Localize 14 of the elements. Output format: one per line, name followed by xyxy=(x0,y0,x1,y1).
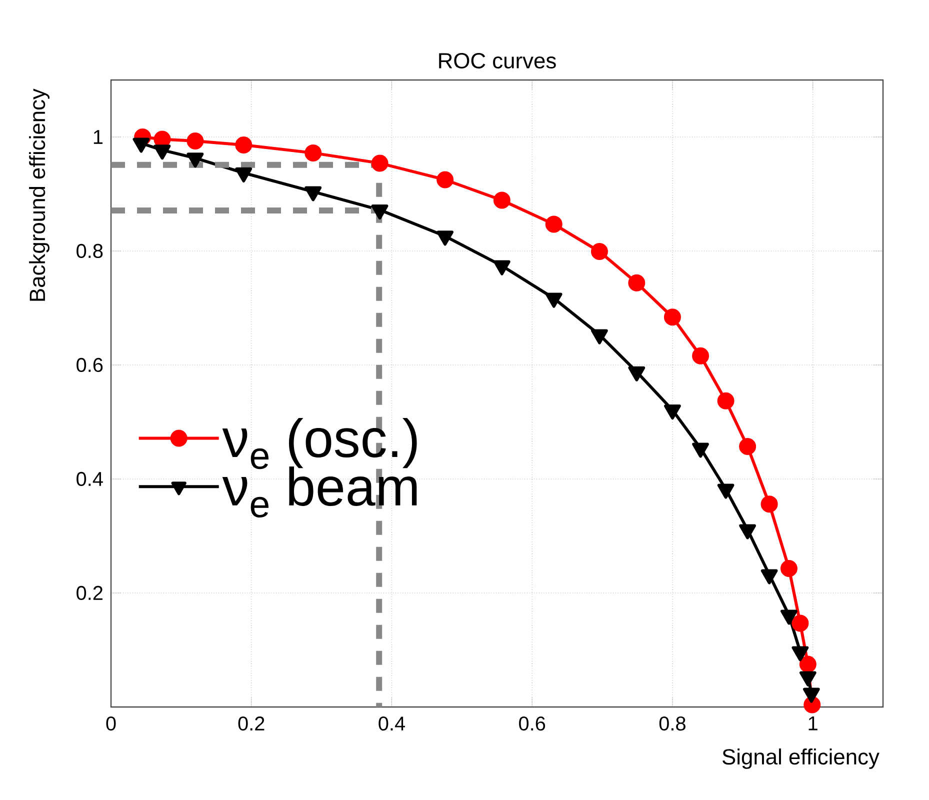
x-tick-label: 0.4 xyxy=(378,716,406,731)
y-axis-title: Background efficiency xyxy=(29,88,50,301)
x-tick-label: 1 xyxy=(808,716,818,730)
x-tick-label: 0.8 xyxy=(659,716,686,731)
y-tick-label: 0.2 xyxy=(76,586,102,600)
x-tick-label: 0.6 xyxy=(519,716,546,731)
y-tick-label: 0.8 xyxy=(76,244,103,258)
chart-title: ROC curves xyxy=(439,52,556,68)
y-tick-label: 0.6 xyxy=(76,358,103,372)
y-tick-label: 0.4 xyxy=(76,472,103,486)
x-tick-label: 0 xyxy=(106,716,116,731)
x-axis-title: Signal efficiency xyxy=(722,748,880,769)
y-tick-label: 1 xyxy=(94,130,103,144)
x-tick-label: 0.2 xyxy=(238,716,264,731)
